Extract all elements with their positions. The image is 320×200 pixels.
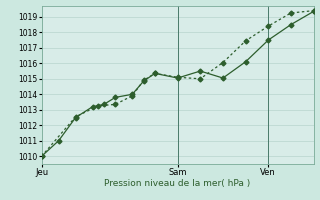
X-axis label: Pression niveau de la mer( hPa ): Pression niveau de la mer( hPa ) bbox=[104, 179, 251, 188]
